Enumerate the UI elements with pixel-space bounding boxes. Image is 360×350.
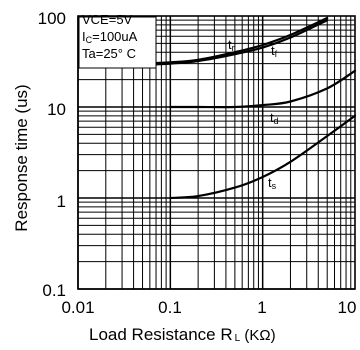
- condition-ic: IC=100uA: [82, 29, 138, 45]
- y-tick-10: 10: [47, 100, 66, 119]
- fall-time-curve: [141, 16, 329, 65]
- storage-time-curve: [169, 114, 357, 200]
- curve-labels: tr tf td ts: [228, 37, 279, 191]
- x-tick-10: 10: [338, 298, 357, 317]
- label-tr: tr: [228, 37, 235, 53]
- conditions-box: VCE=5V IC=100uA Ta=25° C: [78, 12, 157, 69]
- x-tick-labels: 0.01 0.1 1 10: [61, 298, 356, 317]
- label-tf: tf: [271, 43, 278, 59]
- condition-vce: VCE=5V: [82, 12, 133, 27]
- rise-time-curve: [141, 19, 329, 66]
- x-tick-1: 1: [257, 298, 266, 317]
- x-tick-0.01: 0.01: [61, 298, 94, 317]
- y-tick-0.1: 0.1: [42, 281, 66, 300]
- condition-ta: Ta=25° C: [82, 46, 136, 61]
- y-tick-100: 100: [38, 9, 66, 28]
- label-td: td: [270, 110, 279, 126]
- label-ts: ts: [268, 175, 277, 191]
- y-axis-label: Response time (us): [12, 84, 31, 231]
- y-tick-labels: 100 10 1 0.1: [38, 9, 66, 300]
- plot-frame: [77, 15, 356, 290]
- x-tick-0.1: 0.1: [158, 298, 182, 317]
- y-tick-1: 1: [57, 192, 66, 211]
- delay-time-curve: [169, 69, 357, 109]
- curves: [141, 16, 357, 200]
